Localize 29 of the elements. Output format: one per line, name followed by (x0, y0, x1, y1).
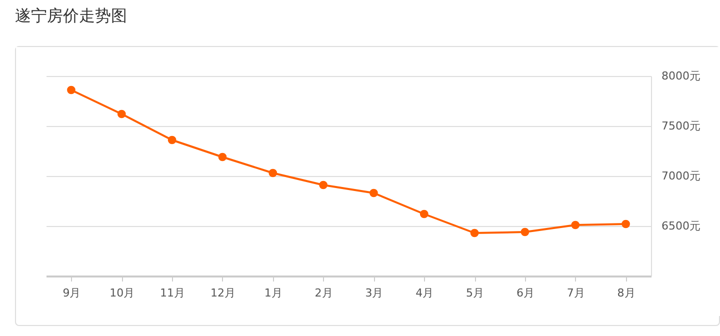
x-tick-label: 1月 (264, 286, 282, 300)
point (520, 228, 530, 236)
point (218, 152, 227, 162)
x-tick-label: 2月 (314, 286, 333, 300)
x-tick-label: 8月 (617, 286, 636, 300)
point (67, 86, 76, 94)
point (370, 188, 378, 198)
point (420, 210, 428, 218)
x-tick-label: 3月 (365, 286, 384, 300)
point (117, 110, 126, 118)
point (268, 168, 278, 178)
y-tick-label: 7000元 (662, 170, 700, 182)
x-tick-label: 12月 (210, 286, 236, 300)
x-tick-label: 7月 (566, 286, 585, 300)
x-tick-label: 11月 (160, 286, 186, 300)
x-tick-label: 10月 (110, 286, 135, 300)
x-tick-label: 9月 (62, 286, 81, 300)
y-tick-label: 7500元 (662, 120, 700, 132)
point (319, 180, 328, 190)
x-tick-label: 6月 (516, 286, 534, 300)
y-tick-label: 6500元 (662, 220, 700, 232)
point (571, 220, 580, 230)
chart-title: 遂宁房价走势图 (15, 6, 127, 27)
point (168, 136, 176, 144)
x-tick-label: 4月 (416, 286, 434, 300)
point (622, 220, 630, 228)
x-tick-label: 5月 (466, 286, 484, 300)
y-tick-label: 8000元 (662, 70, 700, 82)
point (470, 228, 479, 238)
